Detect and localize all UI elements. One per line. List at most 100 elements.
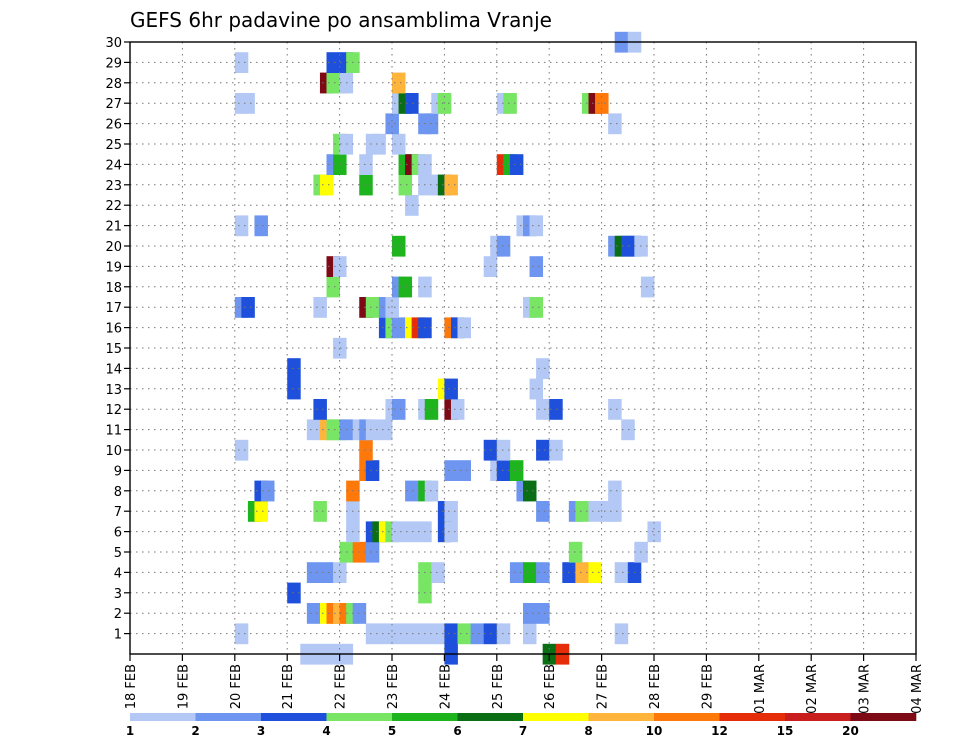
heatmap-cell <box>608 113 622 135</box>
colorbar-label: 1 <box>126 724 134 738</box>
heatmap-cell <box>319 562 334 583</box>
x-tick-label: 03 MAR <box>858 664 873 714</box>
x-tick-label: 18 FEB <box>124 664 139 709</box>
heatmap-cell <box>365 460 380 481</box>
heatmap-cell <box>392 521 406 543</box>
heatmap-cell <box>523 562 537 583</box>
colorbar-swatch <box>588 713 655 721</box>
heatmap-cell <box>392 317 406 339</box>
y-tick-label: 29 <box>105 56 122 71</box>
chart-title: GEFS 6hr padavine po ansamblima Vranje <box>130 8 552 32</box>
y-tick-label: 26 <box>105 118 122 133</box>
y-tick-label: 12 <box>105 403 122 418</box>
heatmap-cell <box>536 358 550 379</box>
y-tick-label: 15 <box>105 342 122 357</box>
heatmap-cell <box>405 195 419 216</box>
heatmap-cell <box>457 317 471 339</box>
y-tick-label: 28 <box>105 77 122 92</box>
heatmap-cell <box>575 562 589 583</box>
heatmap-cell <box>287 582 301 604</box>
heatmap-cell <box>588 501 602 522</box>
y-tick-label: 25 <box>105 138 122 153</box>
y-tick-label: 9 <box>114 464 122 479</box>
heatmap-cell <box>529 215 544 237</box>
heatmap-cell <box>234 215 249 237</box>
heatmap-cell <box>365 541 380 563</box>
colorbar-swatch <box>130 713 196 721</box>
heatmap-cell <box>234 439 249 461</box>
heatmap-cell <box>444 521 458 543</box>
y-tick-label: 21 <box>105 220 122 235</box>
colorbar-swatch <box>195 713 262 721</box>
y-tick-label: 13 <box>105 383 122 398</box>
colorbar-label: 2 <box>191 724 199 738</box>
colorbar-label: 6 <box>453 724 461 738</box>
heatmap-cell <box>378 623 393 645</box>
x-tick-label: 02 MAR <box>805 664 820 714</box>
heatmap-cell <box>496 235 511 257</box>
y-tick-label: 27 <box>105 97 122 112</box>
y-tick-label: 8 <box>114 485 122 500</box>
y-tick-label: 2 <box>114 607 122 622</box>
y-tick-label: 18 <box>105 281 122 296</box>
y-tick-label: 6 <box>114 526 122 541</box>
heatmap-cell <box>306 562 321 583</box>
heatmap-cell <box>405 521 419 543</box>
colorbar-label: 20 <box>842 724 859 738</box>
heatmap-cell <box>450 399 465 420</box>
heatmap-cell <box>365 623 380 645</box>
heatmap-cell <box>287 358 301 379</box>
heatmap-cell <box>241 93 255 114</box>
heatmap-cell <box>365 297 380 318</box>
heatmap-cell <box>392 235 406 257</box>
heatmap-cell <box>536 399 550 420</box>
heatmap-cell <box>261 480 275 502</box>
heatmap-cell <box>496 460 511 481</box>
x-tick-label: 29 FEB <box>700 664 715 709</box>
heatmap-cell <box>333 562 347 583</box>
y-tick-label: 23 <box>105 179 122 194</box>
heatmap-cell <box>333 154 347 175</box>
heatmap-cell <box>254 501 268 522</box>
heatmap-cell <box>523 623 537 645</box>
heatmap-cell <box>431 562 445 583</box>
x-tick-label: 24 FEB <box>438 664 453 709</box>
heatmap-cells <box>234 31 661 665</box>
x-tick-label: 28 FEB <box>648 664 663 709</box>
heatmap-cell <box>608 501 622 522</box>
heatmap-cell <box>614 562 629 583</box>
colorbar-label: 7 <box>519 724 527 738</box>
heatmap-cell <box>313 501 327 522</box>
colorbar-label: 3 <box>257 724 265 738</box>
colorbar-swatch <box>457 713 524 721</box>
heatmap-cell <box>392 399 406 420</box>
heatmap-cell <box>313 399 327 420</box>
y-tick-label: 10 <box>105 444 122 459</box>
heatmap-cell <box>575 501 589 522</box>
x-tick-label: 21 FEB <box>281 664 296 709</box>
x-tick-label: 23 FEB <box>386 664 401 709</box>
y-axis: 1234567891011121314151617181920212223242… <box>105 36 130 643</box>
colorbar-swatch <box>850 713 917 721</box>
x-tick-label: 27 FEB <box>596 664 611 709</box>
colorbar-legend: 1 2 3 4 5 6 7 8 10 12 15 20 <box>126 713 917 738</box>
x-tick-label: 25 FEB <box>491 664 506 709</box>
heatmap-cell <box>326 52 340 73</box>
colorbar-swatch <box>719 713 786 721</box>
heatmap-cell <box>536 501 550 522</box>
heatmap-cell <box>523 480 537 502</box>
heatmap-cell <box>509 154 524 175</box>
heatmap-cell <box>359 154 373 175</box>
heatmap-cell <box>529 297 544 318</box>
heatmap-cell <box>392 133 406 155</box>
heatmap-cell <box>568 541 583 563</box>
heatmap-cell <box>536 439 550 461</box>
x-tick-label: 01 MAR <box>753 664 768 714</box>
heatmap-cell <box>549 399 563 420</box>
heatmap-cell <box>503 93 517 114</box>
y-tick-label: 22 <box>105 199 122 214</box>
heatmap-cell <box>608 480 622 502</box>
colorbar-swatch <box>392 713 458 721</box>
heatmap-cell <box>529 378 544 400</box>
